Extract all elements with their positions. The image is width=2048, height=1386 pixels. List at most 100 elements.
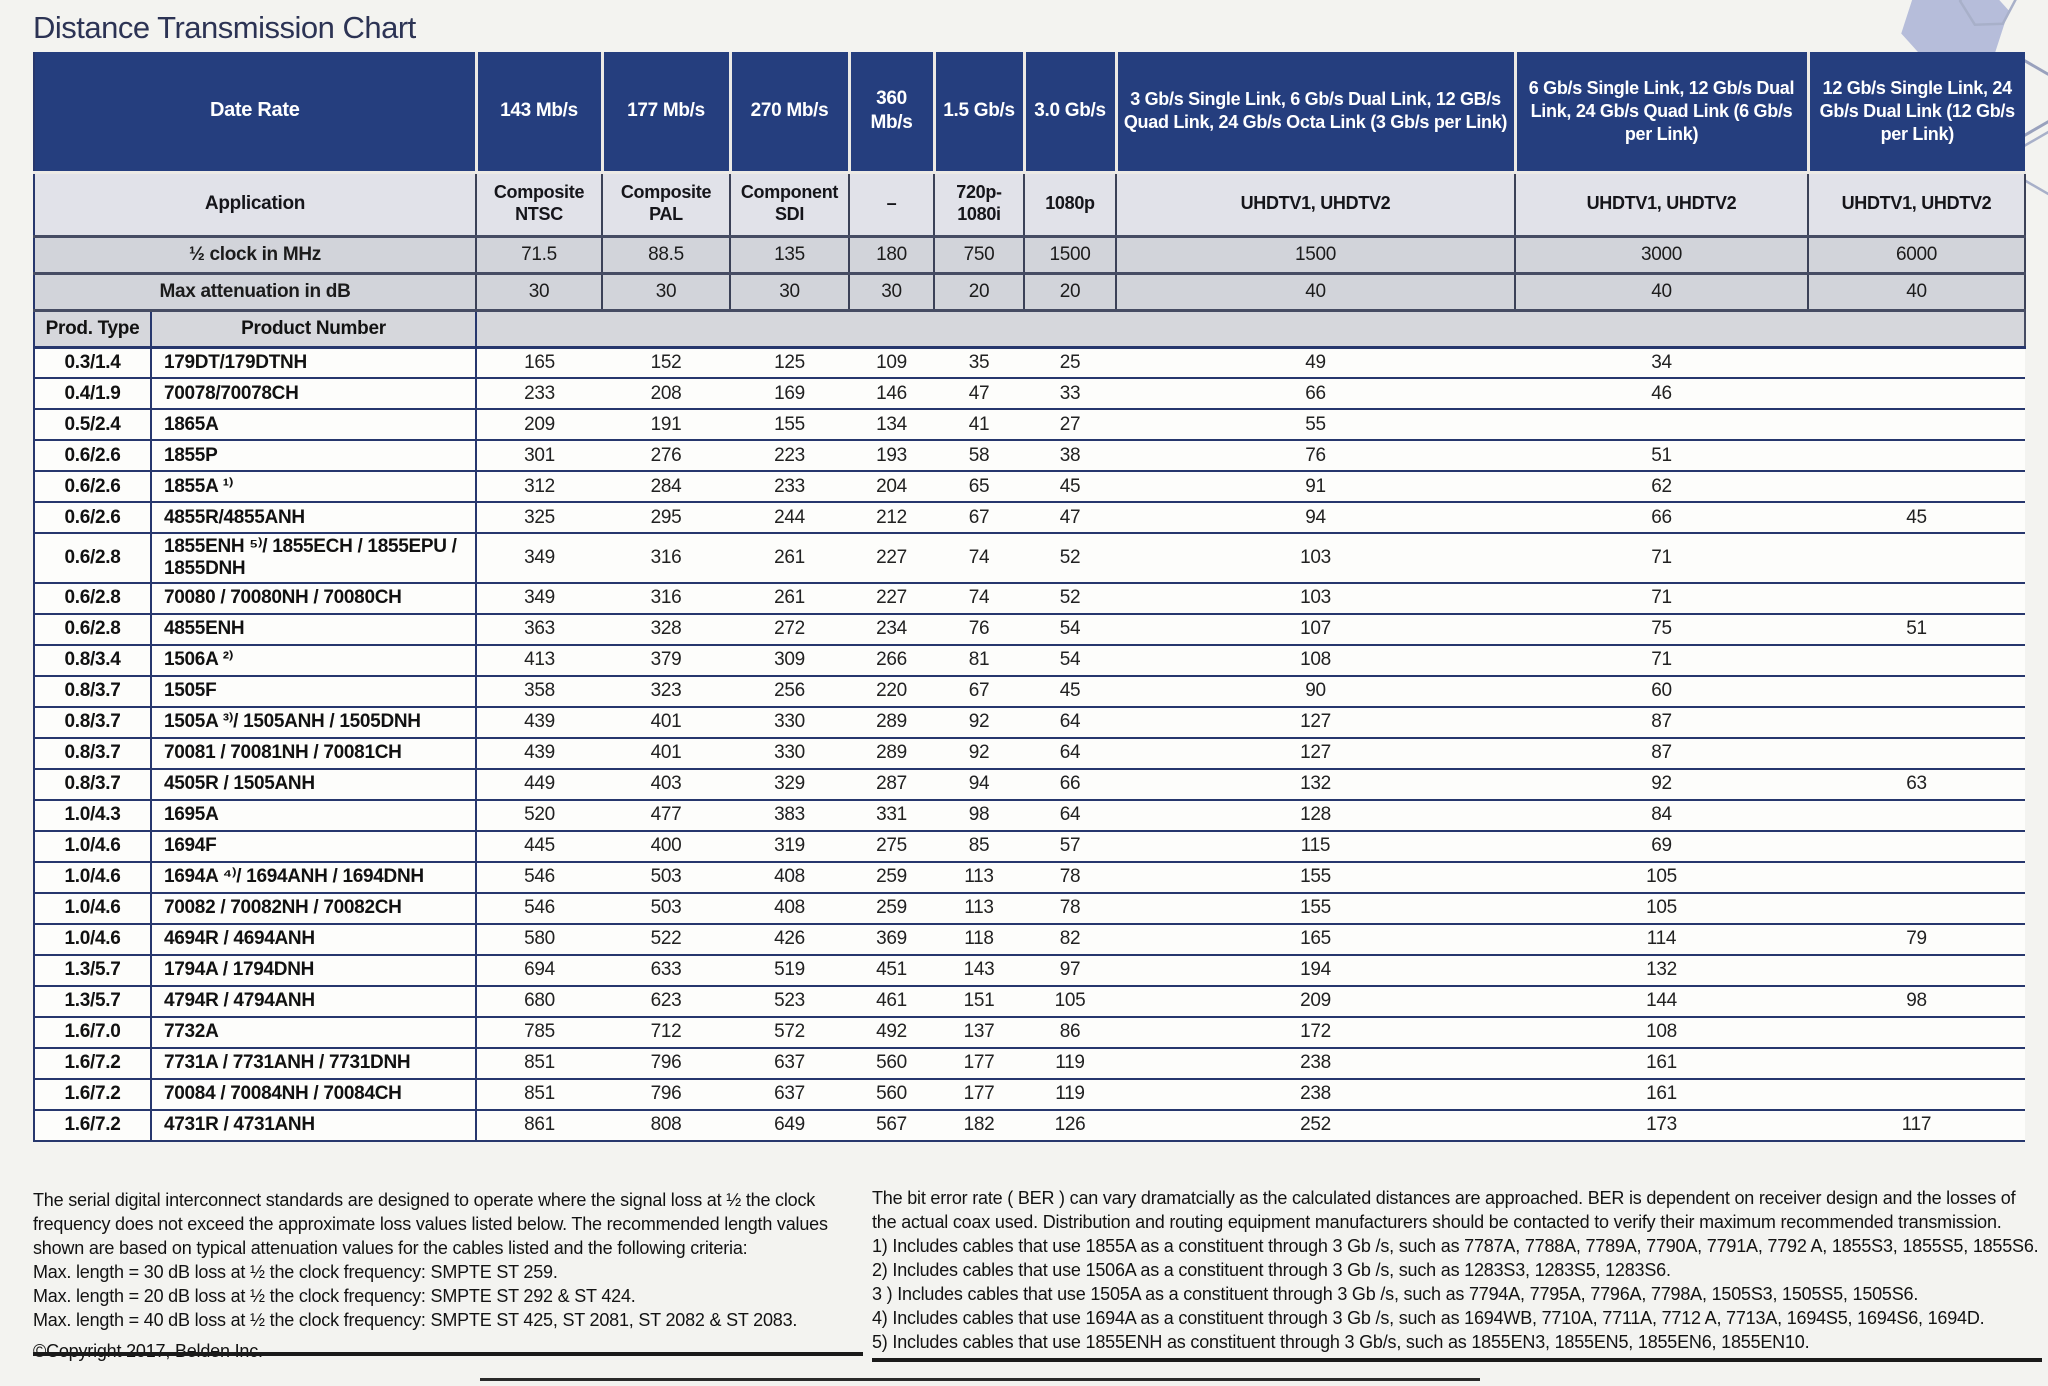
value-cell: 287: [849, 768, 934, 801]
value-cell: 261: [730, 582, 849, 615]
value-cell: 103: [1116, 582, 1515, 615]
attenuation-value-cell: 20: [933, 273, 1024, 312]
value-cell: 113: [934, 861, 1024, 894]
value-cell: 45: [1024, 471, 1116, 503]
value-cell: 155: [1116, 892, 1515, 925]
value-cell: 33: [1024, 378, 1116, 410]
value-cell: 54: [1024, 613, 1116, 646]
prod-type-cell: 1.0/4.6: [34, 830, 152, 863]
value-cell: 119: [1024, 1078, 1116, 1111]
value-cell: 84: [1515, 799, 1808, 832]
prod-type-cell: 1.6/7.2: [34, 1109, 152, 1142]
value-cell: 572: [730, 1016, 849, 1049]
product-header-spacer: [475, 310, 2026, 349]
value-cell: 109: [849, 347, 934, 379]
table-row: 1.3/5.7 4794R / 4794ANH 680 623 523 461 151 105…: [34, 985, 2025, 1018]
attenuation-value-cell: 30: [475, 273, 602, 312]
value-cell: 67: [934, 675, 1024, 708]
value-cell: 194: [1116, 954, 1515, 987]
value-cell: 477: [602, 799, 730, 832]
value-cell: 105: [1515, 892, 1808, 925]
product-number-cell: 4794R / 4794ANH: [151, 985, 477, 1018]
value-cell: [1808, 675, 2025, 708]
table-row: 0.8/3.7 70081 / 70081NH / 70081CH 439 401 33…: [34, 737, 2025, 770]
table-row: 1.0/4.3 1695A 520 477 383 331 98 64 128 84: [34, 799, 2025, 832]
value-cell: 796: [602, 1078, 730, 1111]
hexagon-filled: [1901, 0, 2009, 75]
value-cell: 238: [1116, 1078, 1515, 1111]
value-cell: 445: [476, 830, 602, 863]
value-cell: 227: [849, 533, 934, 584]
footnote-line: 4) Includes cables that use 1694A as a c…: [872, 1308, 1985, 1328]
value-cell: 680: [476, 985, 602, 1018]
footnote-line: 3 ) Includes cables that use 1505A as a …: [872, 1284, 1919, 1304]
value-cell: 451: [849, 954, 934, 987]
value-cell: 90: [1116, 675, 1515, 708]
prod-type-cell: 0.3/1.4: [34, 347, 152, 379]
table-row: 0.6/2.6 4855R/4855ANH 325 295 244 212 67 47 94 66…: [34, 502, 2025, 534]
application-label: Application: [34, 172, 476, 238]
clock-value-cell: 180: [848, 236, 934, 275]
clock-value-cell: 6000: [1807, 236, 2026, 275]
table-row: 1.6/7.2 7731A / 7731ANH / 7731DNH 851 796 63…: [34, 1047, 2025, 1080]
product-number-cell: 4855ENH: [151, 613, 477, 646]
value-cell: 58: [934, 440, 1024, 472]
value-cell: [1808, 1047, 2025, 1080]
value-cell: 276: [602, 440, 730, 472]
value-cell: 177: [934, 1047, 1024, 1080]
footnote-line: 5) Includes cables that use 1855ENH as c…: [872, 1332, 1810, 1352]
value-cell: 52: [1024, 533, 1116, 584]
value-cell: 272: [730, 613, 849, 646]
value-cell: 144: [1515, 985, 1808, 1018]
value-cell: [1808, 471, 2025, 503]
value-cell: 79: [1808, 923, 2025, 956]
value-cell: 289: [849, 737, 934, 770]
product-number-cell: 1855ENH ⁵⁾/ 1855ECH / 1855EPU / 1855DNH: [151, 533, 477, 584]
value-cell: 401: [602, 737, 730, 770]
product-header-row: Prod. Type Product Number: [34, 310, 2026, 349]
value-cell: 134: [849, 409, 934, 441]
prod-type-cell: 0.8/3.7: [34, 706, 152, 739]
product-number-cell: 1506A ²⁾: [151, 644, 477, 677]
attenuation-label: Max attenuation in dB: [34, 273, 476, 312]
value-cell: 256: [730, 675, 849, 708]
application-row: Application Composite NTSC Composite PAL Co…: [34, 172, 2026, 238]
value-cell: 27: [1024, 409, 1116, 441]
value-cell: 522: [602, 923, 730, 956]
value-cell: 165: [476, 347, 602, 379]
value-cell: 54: [1024, 644, 1116, 677]
value-cell: 97: [1024, 954, 1116, 987]
value-cell: 328: [602, 613, 730, 646]
value-cell: 98: [1808, 985, 2025, 1018]
value-cell: 383: [730, 799, 849, 832]
value-cell: 316: [602, 533, 730, 584]
value-cell: 785: [476, 1016, 602, 1049]
application-cell: UHDTV1, UHDTV2: [1807, 172, 2026, 238]
value-cell: 98: [934, 799, 1024, 832]
value-cell: 78: [1024, 892, 1116, 925]
value-cell: 449: [476, 768, 602, 801]
attenuation-value-cell: 30: [729, 273, 849, 312]
date-rate-label: Date Rate: [34, 52, 476, 174]
value-cell: 408: [730, 892, 849, 925]
value-cell: 132: [1515, 954, 1808, 987]
prod-type-cell: 0.6/2.8: [34, 533, 152, 584]
value-cell: 52: [1024, 582, 1116, 615]
clock-value-cell: 135: [729, 236, 849, 275]
application-cell: UHDTV1, UHDTV2: [1115, 172, 1515, 238]
footnote-line: Max. length = 40 dB loss at ½ the clock …: [33, 1310, 798, 1330]
value-cell: 204: [849, 471, 934, 503]
value-cell: 169: [730, 378, 849, 410]
footnote-left-lines: Max. length = 30 dB loss at ½ the clock …: [33, 1260, 863, 1332]
value-cell: 64: [1024, 706, 1116, 739]
prod-type-cell: 1.3/5.7: [34, 954, 152, 987]
attenuation-value-cell: 30: [601, 273, 730, 312]
attenuation-value-cell: 20: [1023, 273, 1116, 312]
value-cell: 712: [602, 1016, 730, 1049]
product-number-cell: 1855A ¹⁾: [151, 471, 477, 503]
product-number-cell: 70082 / 70082NH / 70082CH: [151, 892, 477, 925]
value-cell: 523: [730, 985, 849, 1018]
value-cell: 560: [849, 1078, 934, 1111]
value-cell: 261: [730, 533, 849, 584]
prod-type-cell: 0.6/2.8: [34, 613, 152, 646]
